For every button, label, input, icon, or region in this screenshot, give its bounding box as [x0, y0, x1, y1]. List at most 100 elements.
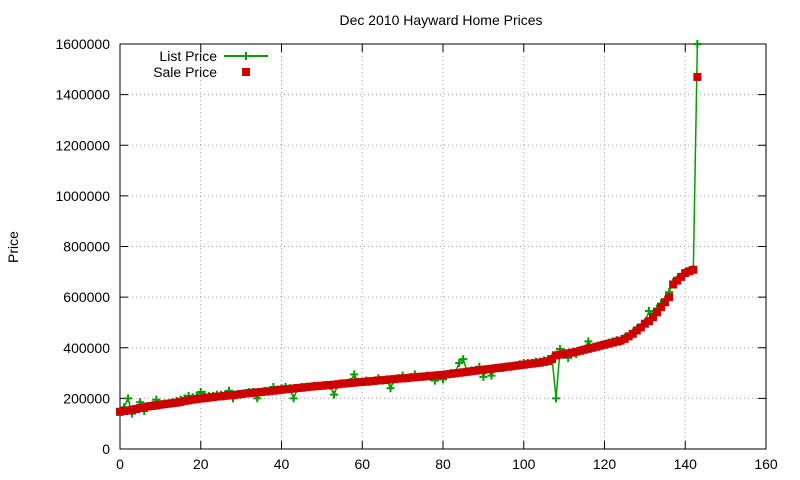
- sale-price-point: [418, 372, 427, 381]
- y-tick-labels: 0 200000 400000 600000 800000 1000000 1200000 1…: [55, 36, 110, 457]
- sale-price-point: [628, 329, 637, 338]
- list-price-point: [487, 371, 496, 380]
- sale-price-point: [467, 367, 476, 376]
- sale-price-point: [156, 400, 165, 409]
- x-tick-labels: 0 20 40 60 80 100 120 140 160: [116, 456, 778, 472]
- sale-price-point: [168, 399, 177, 408]
- x-tick-label: 100: [512, 456, 536, 472]
- sale-price-point: [273, 386, 282, 395]
- sale-price-point: [511, 361, 520, 370]
- sale-price-point: [677, 272, 686, 281]
- y-tick-label: 1000000: [55, 188, 110, 204]
- sale-price-point: [487, 364, 496, 373]
- sale-price-point: [390, 375, 399, 384]
- sale-price-point: [693, 72, 702, 81]
- sale-price-point: [665, 293, 674, 302]
- legend-marker-list-price: [242, 52, 250, 60]
- sale-price-point: [354, 378, 363, 387]
- sale-price-point: [281, 385, 290, 394]
- list-price-point: [124, 394, 133, 403]
- y-axis-label: Price: [5, 231, 21, 263]
- sale-price-point: [152, 401, 161, 410]
- sale-price-point: [229, 391, 238, 400]
- sale-price-point: [309, 382, 318, 391]
- grid-lines: [120, 44, 766, 449]
- sale-price-point: [249, 388, 258, 397]
- sale-price-point: [313, 381, 322, 390]
- list-price-point: [584, 337, 593, 346]
- sale-price-point: [475, 366, 484, 375]
- list-price-point: [644, 307, 653, 316]
- list-price-point: [693, 40, 702, 48]
- sale-price-point: [491, 364, 500, 373]
- x-tick-label: 140: [674, 456, 698, 472]
- list-price-point: [455, 358, 464, 367]
- sale-price-point: [616, 336, 625, 345]
- sale-price-point: [447, 369, 456, 378]
- sale-price-point: [245, 389, 254, 398]
- sale-price-point: [261, 387, 270, 396]
- y-tick-label: 200000: [63, 390, 110, 406]
- x-tick-label: 0: [116, 456, 124, 472]
- sale-price-point: [604, 339, 613, 348]
- sale-price-point: [455, 368, 464, 377]
- list-price-point: [350, 370, 359, 379]
- sale-price-point: [620, 334, 629, 343]
- sale-price-point: [305, 382, 314, 391]
- sale-price-point: [648, 313, 657, 322]
- sale-price-point: [160, 400, 169, 409]
- sale-price-point: [366, 377, 375, 386]
- sale-price-point: [208, 393, 217, 402]
- legend-marker-sale-price: [242, 68, 250, 76]
- sale-price-point: [580, 345, 589, 354]
- sale-price-point: [434, 371, 443, 380]
- x-tick-label: 160: [754, 456, 778, 472]
- sale-price-point: [527, 359, 536, 368]
- sale-price-point: [402, 374, 411, 383]
- sale-price-point: [321, 381, 330, 390]
- sale-price-point: [576, 346, 585, 355]
- sale-price-point: [257, 388, 266, 397]
- list-price-line: [119, 43, 699, 416]
- sale-price-point: [338, 379, 347, 388]
- x-tick-label: 120: [593, 456, 617, 472]
- sale-price-point: [188, 395, 197, 404]
- sale-price-point: [253, 388, 262, 397]
- sale-price-point: [269, 386, 278, 395]
- sale-price-point: [346, 378, 355, 387]
- axis-ticks: [119, 43, 767, 450]
- sale-price-point: [342, 379, 351, 388]
- sale-price-point: [144, 402, 153, 411]
- sale-price-point: [471, 366, 480, 375]
- sale-price-point: [523, 360, 532, 369]
- sale-price-point: [608, 338, 617, 347]
- sale-price-point: [685, 267, 694, 276]
- sale-price-point: [548, 355, 557, 364]
- sale-price-point: [329, 380, 338, 389]
- list-price-point: [289, 394, 298, 403]
- sale-price-point: [176, 397, 185, 406]
- sale-price-point: [657, 303, 666, 312]
- chart-title: Dec 2010 Hayward Home Prices: [339, 12, 542, 28]
- legend-label-list-price: List Price: [159, 48, 217, 64]
- sale-price-point: [164, 399, 173, 408]
- sale-price-point: [596, 341, 605, 350]
- sale-price-point: [414, 372, 423, 381]
- sale-price-point: [422, 372, 431, 381]
- sale-price-point: [120, 407, 129, 416]
- sale-price-point: [552, 351, 561, 360]
- sale-price-point: [592, 342, 601, 351]
- sale-price-point: [451, 369, 460, 378]
- sale-price-point: [483, 365, 492, 374]
- sale-price-point: [564, 349, 573, 358]
- list-price-point: [329, 390, 338, 399]
- sale-price-point: [148, 401, 157, 410]
- sale-price-point: [439, 370, 447, 379]
- sale-price-point: [661, 298, 670, 307]
- sale-price-point: [406, 373, 415, 382]
- legend: List Price Sale Price: [153, 48, 268, 80]
- sale-price-point: [640, 319, 649, 328]
- sale-price-point: [277, 385, 286, 394]
- y-tick-label: 600000: [63, 289, 110, 305]
- sale-price-point: [673, 276, 682, 285]
